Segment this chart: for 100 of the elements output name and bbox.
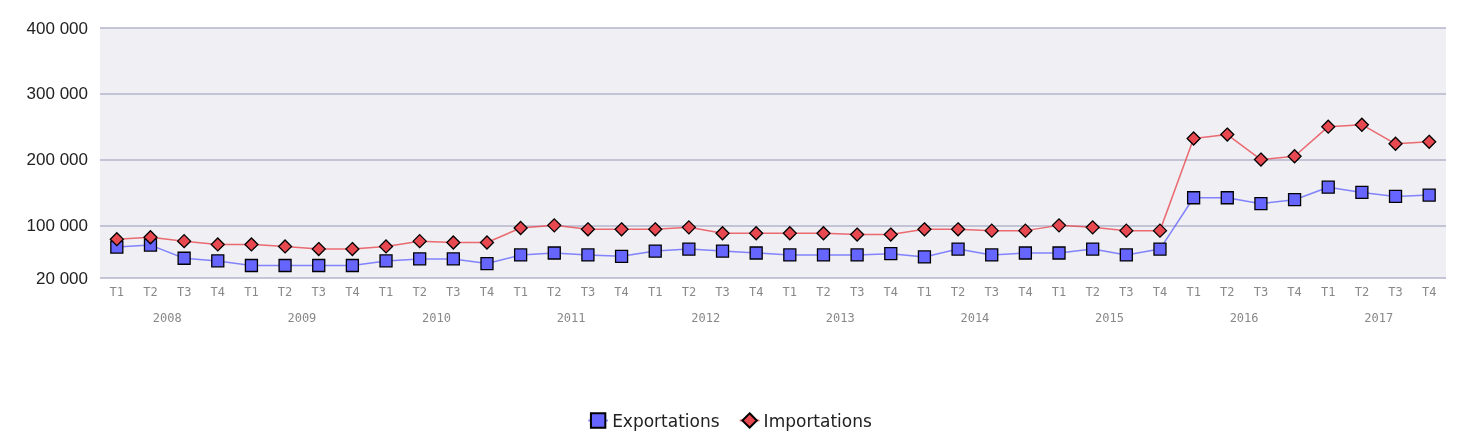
- point: [210, 237, 225, 252]
- point: [984, 223, 999, 238]
- point: [345, 258, 360, 273]
- point: [1153, 242, 1167, 256]
- point: [378, 239, 394, 254]
- x-tick-label: T1: [109, 285, 125, 299]
- point: [883, 227, 898, 242]
- x-tick-label: T2: [547, 285, 562, 299]
- point: [345, 241, 360, 257]
- x-tick-label: T2: [277, 285, 293, 299]
- point: [884, 247, 898, 261]
- point: [513, 220, 528, 236]
- point: [446, 252, 460, 266]
- point: [581, 248, 595, 262]
- point: [715, 244, 730, 258]
- text: 2010: [422, 311, 451, 325]
- point: [682, 242, 696, 256]
- x-tick-label: T4: [210, 285, 225, 299]
- point: [379, 254, 393, 268]
- point: [715, 226, 730, 241]
- point: [277, 239, 293, 254]
- point: [917, 250, 932, 264]
- point: [1321, 180, 1335, 194]
- point: [850, 248, 864, 262]
- point: [614, 222, 629, 237]
- point: [1422, 188, 1436, 202]
- y-tick-label: 300 000: [26, 84, 88, 104]
- x-tick-label: T1: [648, 285, 663, 299]
- point: [849, 227, 865, 242]
- x-tick-label: T4: [883, 285, 898, 299]
- y-tick-label: 20 000: [36, 268, 88, 288]
- x-tick-label: T1: [513, 285, 528, 299]
- point: [1388, 136, 1403, 151]
- point: [1052, 246, 1066, 260]
- point: [816, 248, 831, 262]
- x-tick-label: T2: [143, 285, 158, 299]
- point: [547, 218, 562, 233]
- point: [1119, 248, 1133, 262]
- x-tick-label: T2: [950, 285, 966, 299]
- text: 2013: [825, 311, 855, 325]
- x-tick-label: T4: [1018, 285, 1033, 299]
- x-tick-label: T3: [580, 285, 596, 299]
- x-tick-label: T3: [311, 285, 326, 299]
- point: [681, 220, 697, 235]
- point: [614, 249, 629, 263]
- point: [1186, 191, 1201, 205]
- x-tick-label: T4: [1152, 285, 1168, 299]
- x-tick-label: T1: [378, 285, 394, 299]
- point: [648, 244, 662, 258]
- point: [648, 222, 663, 237]
- point: [1287, 149, 1302, 164]
- point: [1388, 189, 1403, 204]
- point: [1287, 193, 1302, 207]
- x-tick-label: T2: [412, 285, 427, 299]
- x-tick-label: T4: [479, 285, 495, 299]
- x-tick-label: T2: [816, 285, 831, 299]
- x-tick-label: T1: [782, 285, 798, 299]
- x-tick-label: T3: [1119, 285, 1134, 299]
- point: [479, 235, 495, 250]
- point: [244, 258, 259, 273]
- x-tick-label: T1: [244, 285, 259, 299]
- y-tick-label: 400 000: [26, 18, 88, 38]
- y-tick-label: 100 000: [26, 215, 88, 235]
- point: [816, 226, 831, 241]
- point: [1086, 242, 1100, 256]
- x-tick-label: T4: [1287, 285, 1302, 299]
- point: [783, 248, 797, 262]
- x-tick-label: T4: [748, 285, 764, 299]
- x-tick-label: T1: [1051, 285, 1067, 299]
- point: [782, 226, 797, 241]
- point: [951, 242, 965, 256]
- x-tick-label: T3: [1388, 285, 1403, 299]
- x-tick-label: T2: [1220, 285, 1235, 299]
- text: 2017: [1364, 311, 1394, 325]
- point: [412, 234, 427, 249]
- point: [311, 241, 326, 257]
- point: [749, 226, 764, 241]
- point: [1354, 117, 1370, 132]
- point: [1152, 223, 1168, 238]
- point: [446, 235, 461, 250]
- x-tick-label: T2: [681, 285, 697, 299]
- point: [1253, 152, 1269, 167]
- point: [480, 256, 494, 271]
- text: 2009: [287, 311, 317, 325]
- y-tick-label: 200 000: [26, 150, 88, 170]
- x-tick-label: T2: [1354, 285, 1370, 299]
- point: [1186, 131, 1201, 146]
- text: 2012: [691, 311, 721, 325]
- point: [513, 248, 528, 262]
- x-tick-label: T4: [1421, 285, 1437, 299]
- text: 2016: [1229, 311, 1259, 325]
- point: [749, 246, 763, 260]
- point: [950, 222, 966, 237]
- x-tick-label: T3: [446, 285, 461, 299]
- point: [1051, 218, 1067, 233]
- x-tick-label: T4: [345, 285, 360, 299]
- text: 2014: [960, 311, 990, 325]
- text: 2008: [152, 311, 182, 325]
- point: [1422, 134, 1437, 149]
- x-tick-label: T2: [1085, 285, 1100, 299]
